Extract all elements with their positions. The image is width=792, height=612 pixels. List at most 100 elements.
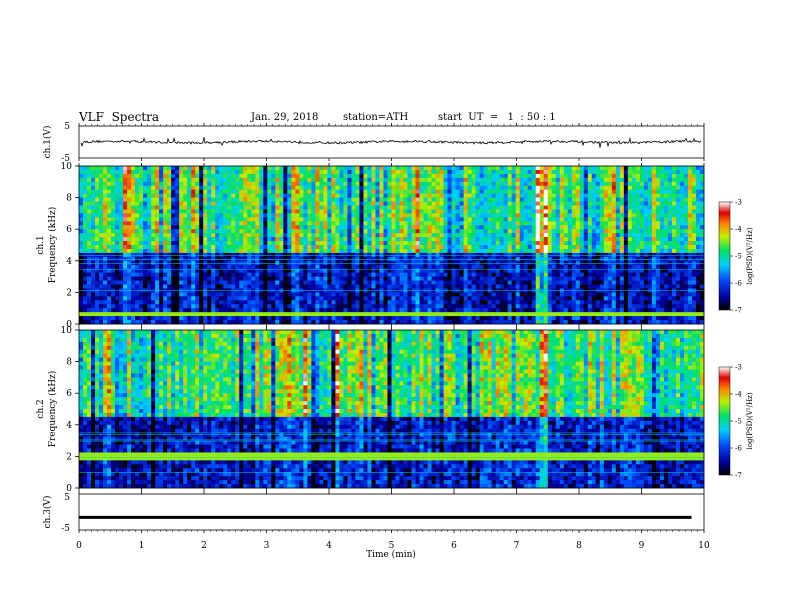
spectrogram-cell <box>79 296 84 301</box>
spectrogram-cell <box>423 213 428 218</box>
spectrogram-cell <box>463 221 468 226</box>
spectrogram-cell <box>543 221 549 226</box>
spectrogram-cell <box>351 280 356 285</box>
spectrogram-cell <box>203 201 208 206</box>
spectrogram-cell <box>79 185 84 190</box>
spectrogram-cell <box>135 181 140 187</box>
spectrogram-cell <box>431 173 436 179</box>
spectrogram-cell <box>199 181 204 187</box>
spectrogram-cell <box>499 185 504 190</box>
spectrogram-cell <box>403 185 408 190</box>
spectrogram-cell <box>515 237 521 242</box>
spectrogram-cell <box>479 296 484 301</box>
spectrogram-cell <box>299 292 304 297</box>
spectrogram-cell <box>175 296 180 301</box>
spectrogram-cell <box>499 304 504 309</box>
spectrogram-cell <box>187 316 192 321</box>
spectrogram-cell <box>447 197 452 202</box>
spectrogram-cell <box>211 189 216 194</box>
spectrogram-cell <box>363 264 368 269</box>
spectrogram-cell <box>211 252 216 258</box>
spectrogram-cell <box>243 205 248 210</box>
spectrogram-cell <box>107 181 112 187</box>
spectrogram-cell <box>207 193 212 198</box>
spectrogram-cell <box>527 166 533 171</box>
spectrogram-cell <box>303 245 308 250</box>
spectrogram-cell <box>471 296 476 301</box>
spectrogram-cell <box>547 185 553 190</box>
spectrogram-cell <box>371 209 376 214</box>
spectrogram-cell <box>471 173 476 179</box>
spectrogram-cell <box>223 237 228 242</box>
spectrogram-cell <box>183 193 188 198</box>
spectrogram-cell <box>403 181 408 187</box>
spectrogram-cell <box>567 284 573 289</box>
spectrogram-cell <box>203 169 208 175</box>
spectrogram-cell <box>159 252 164 258</box>
spectrogram-cell <box>379 320 384 325</box>
spectrogram-cell <box>267 201 272 206</box>
spectrogram-cell <box>239 284 244 289</box>
spectrogram-cell <box>211 241 216 246</box>
spectrogram-cell <box>123 173 128 179</box>
spectrogram-cell <box>127 177 132 183</box>
spectrogram-cell <box>539 268 545 273</box>
spectrogram-cell <box>163 189 168 194</box>
spectrogram-cell <box>263 169 268 175</box>
spectrogram-cell <box>95 268 100 273</box>
spectrogram-cell <box>215 296 220 301</box>
spectrogram-cell <box>135 205 140 210</box>
spectrogram-cell <box>163 280 168 285</box>
spectrogram-cell <box>147 173 152 179</box>
spectrogram-cell <box>539 296 545 301</box>
spectrogram-cell <box>487 197 492 202</box>
spectrogram-cell <box>231 292 236 297</box>
spectrogram-cell <box>91 304 96 309</box>
spectrogram-cell <box>399 193 404 198</box>
spectrogram-cell <box>363 280 368 285</box>
spectrogram-cell <box>339 276 344 281</box>
spectrogram-cell <box>167 225 172 230</box>
spectrogram-cell <box>299 229 304 234</box>
spectrogram-cell <box>179 205 184 210</box>
spectrogram-cell <box>207 296 212 301</box>
spectrogram-cell <box>427 233 432 238</box>
spectrogram-cell <box>335 209 340 214</box>
spectrogram-cell <box>539 312 545 317</box>
spectrogram-cell <box>147 276 152 281</box>
spectrogram-cell <box>307 237 312 242</box>
spectrogram-cell <box>171 205 176 210</box>
spectrogram-cell <box>319 217 324 222</box>
spectrogram-cell <box>499 173 504 179</box>
spectrogram-cell <box>123 229 128 234</box>
spectrogram-cell <box>303 312 308 317</box>
spectrogram-cell <box>347 316 352 321</box>
spectrogram-cell <box>483 197 488 202</box>
spectrogram-cell <box>179 312 184 317</box>
spectrogram-cell <box>295 272 300 277</box>
spectrogram-cell <box>447 221 452 226</box>
spectrogram-cell <box>207 229 212 234</box>
spectrogram-cell <box>199 217 204 222</box>
spectrogram-cell <box>447 217 452 222</box>
spectrogram-cell <box>311 217 316 222</box>
spectrogram-cell <box>435 233 440 238</box>
spectrogram-cell <box>467 252 472 258</box>
spectrogram-cell <box>219 181 224 187</box>
spectrogram-cell <box>215 268 220 273</box>
spectrogram-cell <box>203 280 208 285</box>
spectrogram-cell <box>303 173 308 179</box>
spectrogram-cell <box>475 276 480 281</box>
spectrogram-cell <box>515 213 521 218</box>
spectrogram-cell <box>467 177 472 183</box>
spectrogram-cell <box>543 264 549 269</box>
spectrogram-cell <box>227 300 232 305</box>
spectrogram-cell <box>435 308 440 313</box>
spectrogram-cell <box>207 276 212 281</box>
spectrogram-cell <box>447 166 452 171</box>
spectrogram-cell <box>323 312 328 317</box>
spectrogram-cell <box>411 221 416 226</box>
spectrogram-cell <box>451 225 456 230</box>
spectrogram-cell <box>491 177 496 183</box>
spectrogram-cell <box>411 284 416 289</box>
